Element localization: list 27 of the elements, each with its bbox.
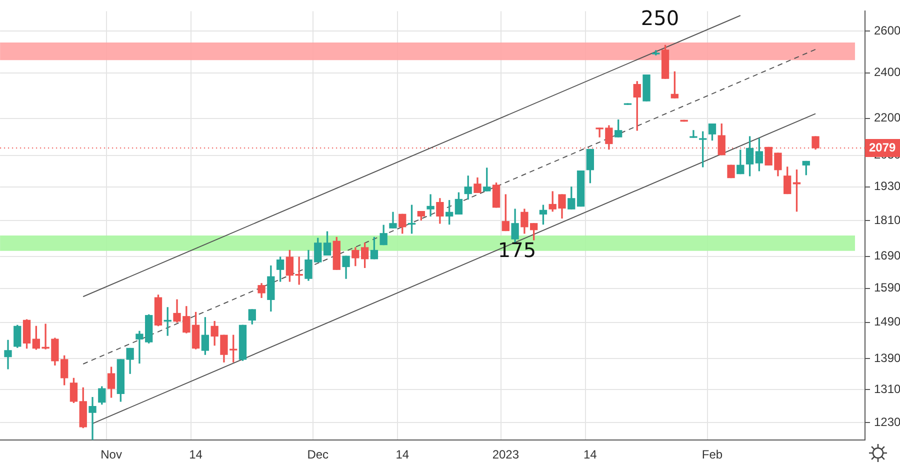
y-tick-label: 1930 — [874, 179, 900, 194]
ref-line-label: 2079 — [869, 140, 896, 154]
candlestick — [727, 164, 735, 178]
x-tick-label: Nov — [100, 448, 122, 462]
x-tick-label: 14 — [189, 448, 203, 462]
y-tick-label: 1590 — [874, 280, 900, 295]
x-tick-label: 14 — [583, 448, 598, 462]
y-tick-label: 2400 — [874, 65, 900, 80]
y-tick-label: 1390 — [874, 351, 900, 366]
annotation: 250 — [640, 6, 680, 30]
y-tick-label: 1490 — [874, 314, 900, 329]
candlestick — [699, 131, 707, 168]
y-tick-label: 2200 — [874, 110, 900, 125]
y-tick-label: 2600 — [874, 23, 900, 38]
x-tick-label: Feb — [702, 448, 723, 462]
annotation: 175 — [498, 238, 536, 262]
y-tick-label: 1310 — [874, 382, 900, 396]
y-tick-label: 1690 — [874, 248, 900, 263]
y-tick-label: 1230 — [874, 415, 900, 430]
candlestick — [652, 50, 660, 56]
candlestick — [642, 74, 650, 102]
x-tick-label: 14 — [396, 448, 410, 462]
x-tick-label: Dec — [307, 448, 329, 462]
y-tick-label: 1810 — [874, 212, 900, 227]
candlestick — [576, 170, 585, 207]
x-tick-label: 2023 — [492, 448, 520, 462]
candlestick — [690, 130, 698, 138]
